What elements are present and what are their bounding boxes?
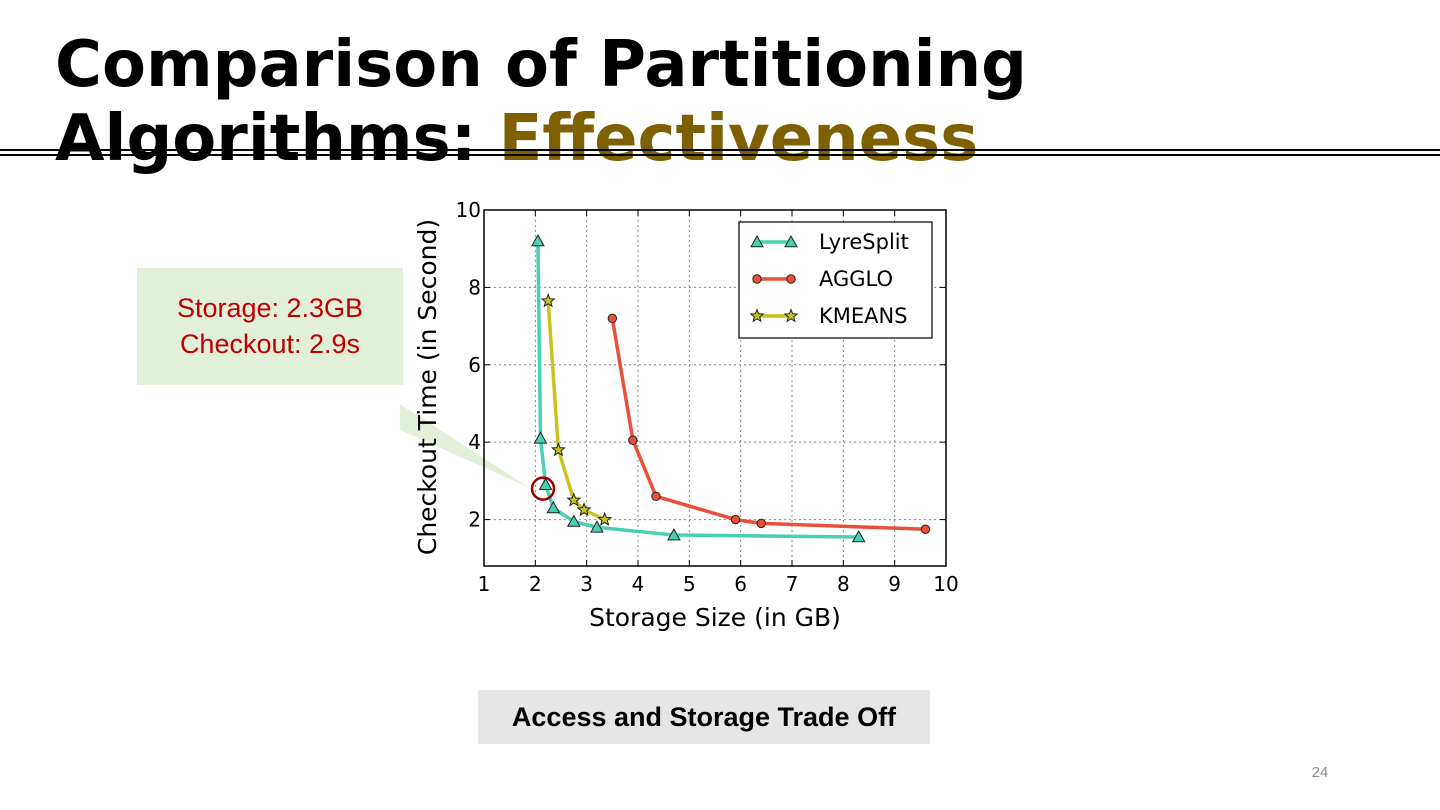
x-tick-label: 9 (888, 572, 901, 596)
tradeoff-chart: 1 2 3 4 5 6 7 8 9 10 2 4 6 8 10 LyreSplit AGGLO KMEANS S… (400, 198, 959, 632)
series-kmeans (540, 293, 613, 526)
data-point-kmeans (540, 293, 556, 308)
y-tick-label: 4 (468, 430, 481, 454)
data-point-kmeans (566, 492, 582, 507)
data-point-agglo (628, 435, 638, 445)
y-tick-label: 6 (468, 353, 481, 377)
x-tick-label: 8 (837, 572, 850, 596)
title-line2-accent: Effectiveness (498, 102, 979, 176)
legend-label-agglo: AGGLO (819, 267, 893, 291)
data-point-agglo (651, 491, 661, 502)
callout-box: Storage: 2.3GB Checkout: 2.9s (137, 268, 403, 385)
x-tick-label: 10 (933, 572, 958, 596)
legend-marker-lyresplit (750, 234, 764, 248)
legend-item-lyresplit: LyreSplit (750, 230, 909, 254)
x-tick-label: 3 (580, 572, 593, 596)
axis-ticks: 1 2 3 4 5 6 7 8 9 10 2 4 6 8 10 (456, 198, 959, 596)
legend-marker-agglo (786, 274, 796, 284)
legend-label-kmeans: KMEANS (819, 304, 908, 328)
data-point-lyresplit (851, 529, 866, 543)
x-tick-label: 4 (632, 572, 645, 596)
x-axis-label: Storage Size (in GB) (589, 603, 841, 632)
title-rule-bottom (0, 154, 1440, 156)
title-rule-top (0, 149, 1440, 151)
y-axis-label: Checkout Time (in Second) (413, 219, 442, 555)
page-number: 24 (1311, 764, 1329, 781)
series-line-agglo (610, 318, 926, 531)
legend: LyreSplit AGGLO KMEANS (738, 221, 933, 339)
y-tick-label: 8 (468, 275, 481, 299)
highlight-ring (530, 476, 556, 501)
data-point-agglo (920, 524, 931, 534)
series-line-lyresplit (536, 240, 859, 539)
legend-item-kmeans: KMEANS (749, 304, 908, 328)
legend-label-lyresplit: LyreSplit (819, 230, 909, 254)
data-point-lyresplit (546, 500, 561, 514)
legend-marker-kmeans (783, 308, 799, 323)
data-point-agglo (607, 313, 618, 324)
data-point-kmeans (576, 501, 592, 517)
data-point-kmeans (551, 442, 566, 457)
x-tick-label: 5 (683, 572, 696, 596)
legend-item-agglo: AGGLO (752, 267, 893, 291)
legend-marker-kmeans (749, 308, 765, 323)
data-point-agglo (756, 518, 766, 529)
callout-checkout: Checkout: 2.9s (179, 329, 361, 359)
data-point-agglo (730, 514, 741, 525)
title-line2-prefix: Algorithms: (55, 102, 499, 176)
callout-pointer (400, 404, 532, 489)
x-tick-label: 1 (478, 572, 491, 596)
series-agglo (607, 313, 931, 534)
data-point-lyresplit (590, 520, 604, 533)
title-line1: Comparison of Partitioning (55, 28, 1027, 102)
data-point-lyresplit (533, 431, 548, 444)
series-layer (531, 233, 931, 543)
series-line-kmeans (546, 300, 606, 522)
x-tick-label: 6 (734, 572, 747, 596)
series-lyresplit (531, 233, 866, 543)
data-point-lyresplit (531, 233, 545, 247)
data-point-lyresplit (538, 477, 553, 491)
data-point-lyresplit (566, 514, 581, 527)
callout-storage: Storage: 2.3GB (176, 293, 364, 323)
plot-frame (483, 209, 947, 567)
x-tick-label: 2 (529, 572, 542, 596)
data-point-kmeans (597, 511, 613, 526)
slide-title: Comparison of Partitioning Algorithms: E… (55, 28, 1027, 176)
legend-marker-lyresplit (784, 234, 798, 248)
data-point-lyresplit (667, 528, 681, 541)
chart-caption: Access and Storage Trade Off (478, 690, 930, 744)
legend-marker-agglo (752, 274, 762, 284)
y-tick-label: 2 (468, 508, 481, 532)
y-tick-label: 10 (456, 198, 481, 222)
x-tick-label: 7 (786, 572, 799, 596)
